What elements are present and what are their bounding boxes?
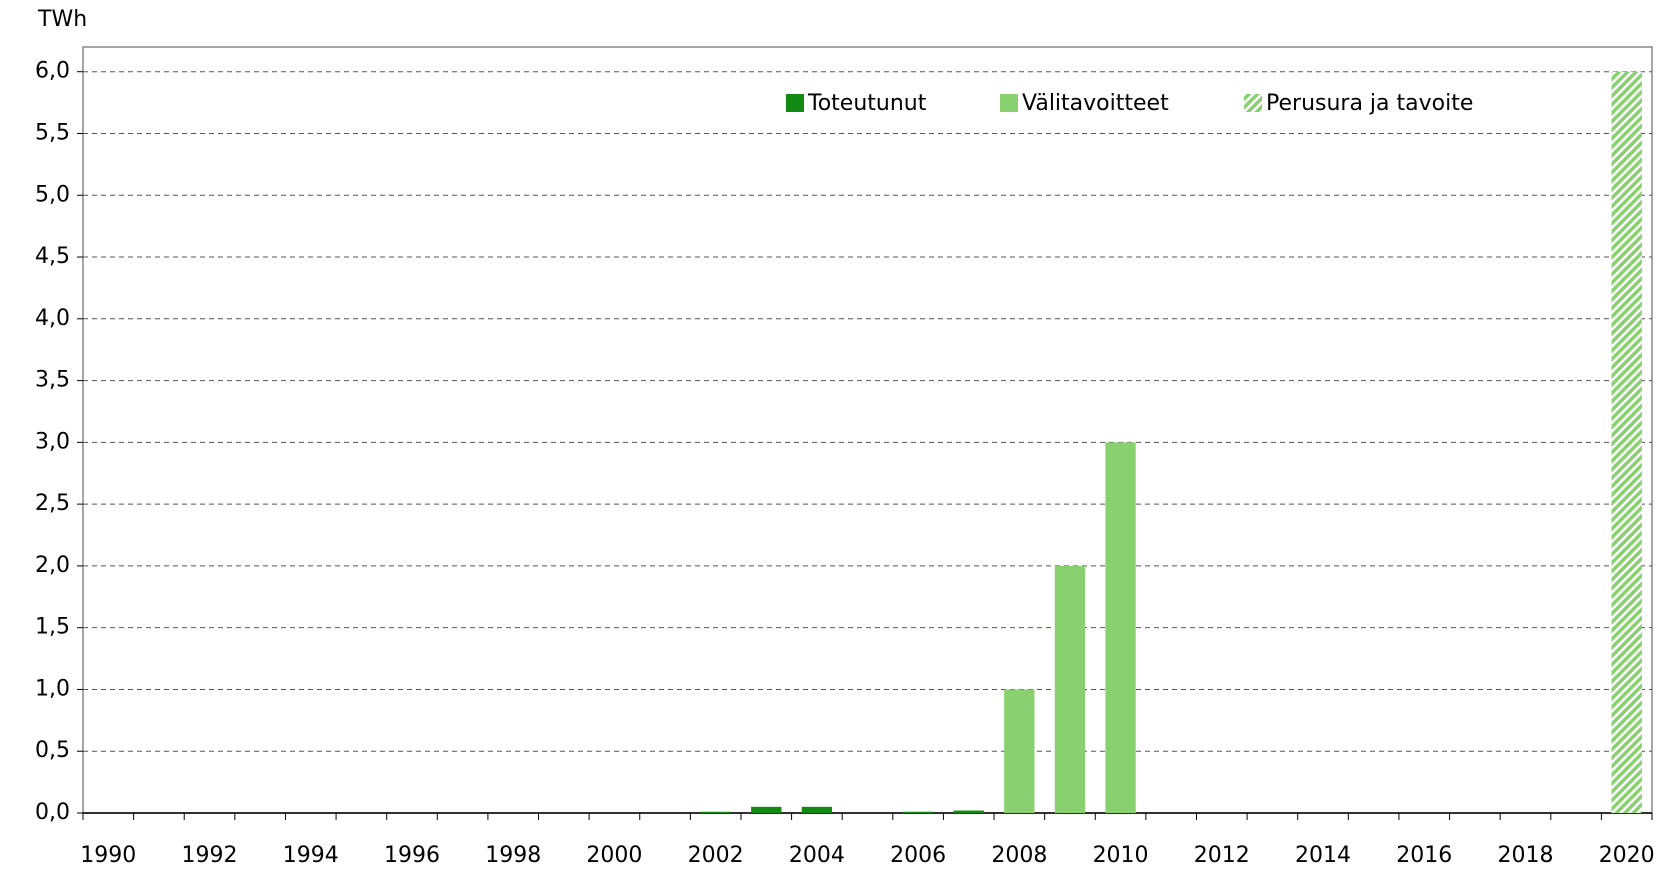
bar — [700, 811, 731, 813]
x-tick-label: 2018 — [1497, 843, 1553, 868]
x-tick-label: 1992 — [182, 843, 238, 868]
legend-label: Perusura ja tavoite — [1266, 91, 1473, 116]
bar — [801, 806, 833, 813]
bar — [751, 806, 782, 813]
x-tick-label: 2012 — [1194, 843, 1250, 868]
legend-swatch — [786, 94, 804, 112]
legend-swatch — [1000, 94, 1018, 112]
y-tick-label: 4,5 — [35, 244, 70, 269]
y-tick-label: 3,0 — [35, 429, 70, 454]
bar — [1004, 689, 1035, 813]
y-tick-label: 4,0 — [35, 306, 70, 331]
bar — [1105, 442, 1136, 813]
y-tick-label: 3,5 — [35, 368, 70, 393]
plot-frame — [82, 46, 1653, 814]
y-tick-label: 1,5 — [35, 615, 70, 640]
bar — [1054, 565, 1086, 813]
y-tick-label: 0,5 — [35, 738, 70, 763]
y-axis-label: TWh — [37, 7, 87, 32]
x-tick-label: 2020 — [1599, 843, 1655, 868]
x-tick-label: 1998 — [485, 843, 541, 868]
y-tick-label: 5,0 — [35, 182, 70, 207]
x-tick-label: 2002 — [688, 843, 744, 868]
bar — [953, 810, 984, 813]
y-tick-label: 2,0 — [35, 553, 70, 578]
x-tick-label: 2014 — [1295, 843, 1351, 868]
y-tick-label: 0,0 — [35, 800, 70, 825]
bar — [902, 811, 934, 813]
legend-label: Toteutunut — [807, 91, 927, 116]
x-tick-label: 2016 — [1396, 843, 1452, 868]
x-tick-label: 1996 — [384, 843, 440, 868]
legend-label: Välitavoitteet — [1022, 91, 1169, 116]
y-tick-label: 1,0 — [35, 676, 70, 701]
x-tick-label: 1994 — [283, 843, 339, 868]
x-tick-label: 2004 — [789, 843, 845, 868]
x-tick-label: 1990 — [80, 843, 136, 868]
bar — [1611, 71, 1642, 814]
x-tick-label: 2000 — [586, 843, 642, 868]
x-tick-label: 2008 — [991, 843, 1047, 868]
x-tick-label: 2006 — [890, 843, 946, 868]
x-tick-label: 2010 — [1093, 843, 1149, 868]
y-tick-label: 6,0 — [35, 59, 70, 84]
y-tick-label: 5,5 — [35, 120, 70, 145]
y-tick-label: 2,5 — [35, 491, 70, 516]
legend-swatch — [1244, 94, 1262, 112]
